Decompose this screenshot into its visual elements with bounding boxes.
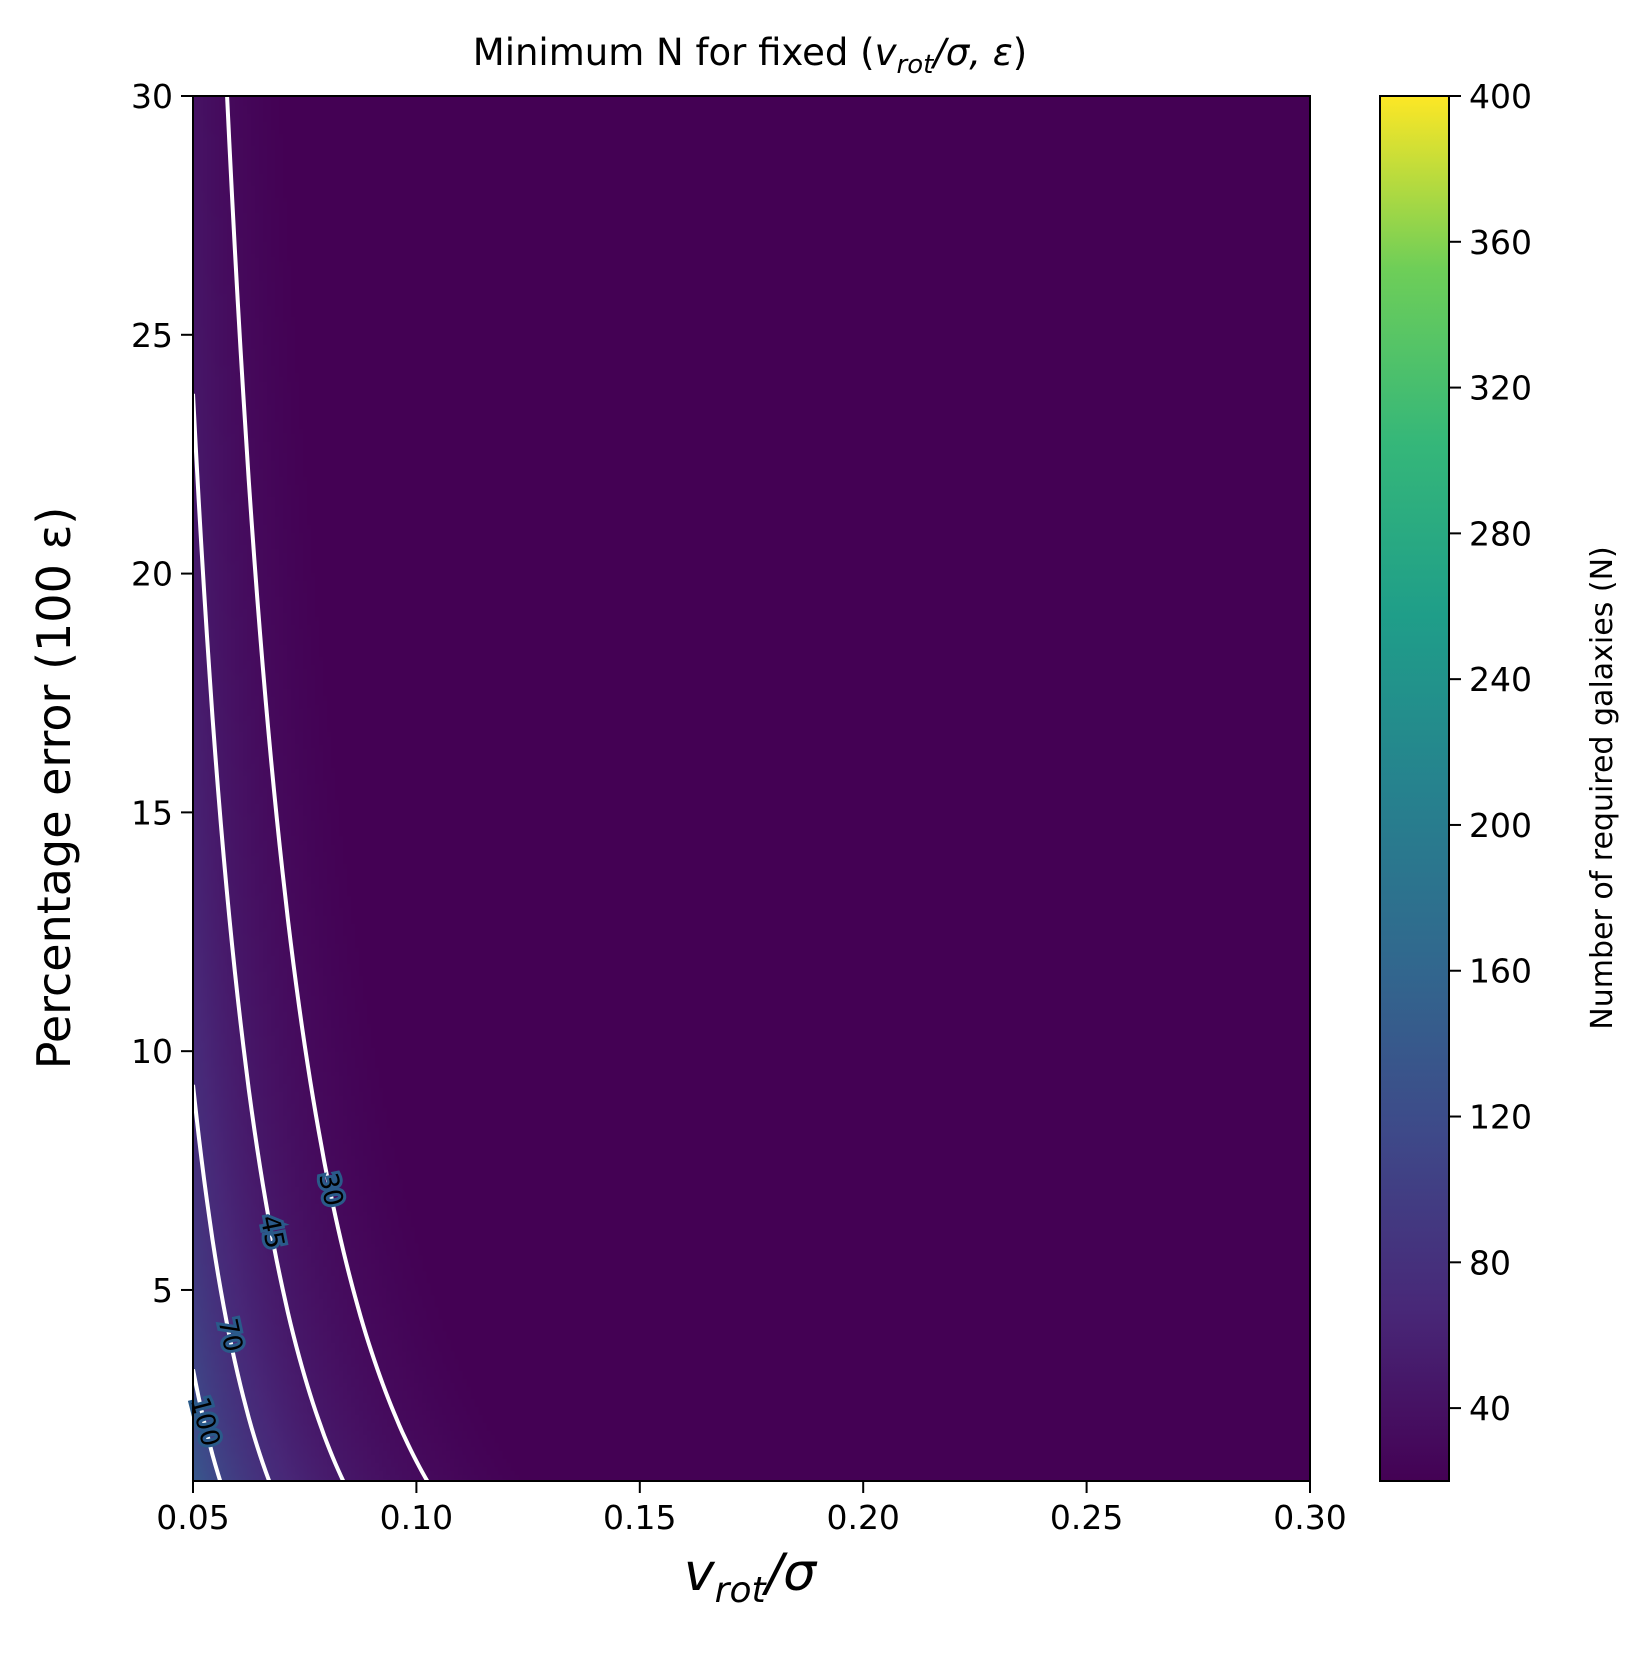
colorbar-tick-label: 360 [1469,223,1532,262]
contour-label-45: 45 [254,1213,290,1251]
contour-line-45 [193,393,346,1481]
y-tick-label: 5 [152,1271,173,1310]
y-tick-label: 25 [131,316,173,355]
x-tick-label: 0.20 [826,1498,899,1537]
colorbar-tick-label: 120 [1469,1098,1532,1137]
x-tick-label: 0.30 [1273,1498,1346,1537]
y-tick-label: 30 [131,77,173,116]
x-tick-label: 0.10 [380,1498,453,1537]
contour-lines [193,96,430,1623]
y-axis-ticks: 5 10 15 20 25 30 [131,77,193,1310]
colorbar-tick-label: 40 [1469,1389,1511,1428]
y-axis-label: Percentage error (100 ε) [27,507,81,1070]
y-tick-label: 10 [131,1032,173,1071]
contour-line-150 [193,1542,238,1623]
colorbar [1379,95,1450,1482]
colorbar-tick-label: 280 [1469,514,1532,553]
chart-title: Minimum N for fixed (vrot/σ, ε) [473,31,1027,80]
y-tick-label: 15 [131,793,173,832]
contour-line-100 [193,1369,223,1481]
colorbar-tick-label: 320 [1469,369,1532,408]
colorbar-tick-label: 200 [1469,806,1532,845]
plot-frame [192,95,1311,1482]
colorbar-tick-label: 240 [1469,660,1532,699]
x-axis-ticks: 0.05 0.10 0.15 0.20 0.25 0.30 [156,1481,1347,1537]
contour-line-30 [225,96,430,1481]
x-tick-label: 0.15 [603,1498,676,1537]
colorbar-label: Number of required galaxies (N) [1585,546,1620,1029]
colorbar-tick-label: 80 [1469,1243,1511,1282]
colorbar-ticks: 40 80 120 160 200 240 280 320 360 400 [1449,77,1532,1428]
contour-line-70 [193,1084,272,1481]
x-tick-label: 0.05 [156,1498,229,1537]
colorbar-tick-label: 160 [1469,952,1532,991]
x-axis-label: vrot/σ [684,1543,818,1611]
heatmap [193,96,1310,1481]
contour-label-30: 30 [312,1170,348,1209]
x-tick-label: 0.25 [1050,1498,1123,1537]
y-tick-label: 20 [131,555,173,594]
colorbar-tick-label: 400 [1469,77,1532,116]
